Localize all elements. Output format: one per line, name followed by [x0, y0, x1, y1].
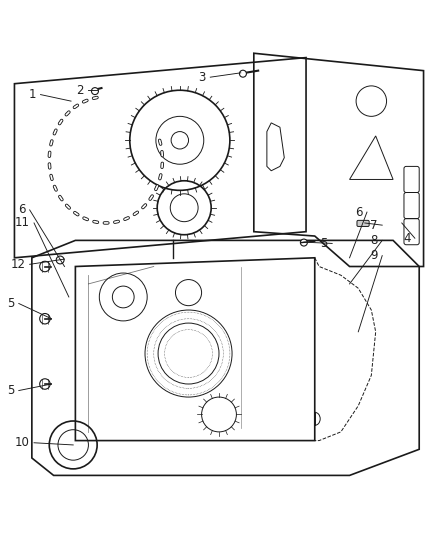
Circle shape: [92, 87, 99, 94]
FancyBboxPatch shape: [357, 220, 369, 227]
Text: 1: 1: [29, 88, 36, 101]
Text: 6: 6: [18, 204, 25, 216]
Text: 4: 4: [403, 232, 410, 245]
Circle shape: [40, 313, 50, 324]
Text: 12: 12: [11, 258, 25, 271]
Text: 5: 5: [7, 297, 14, 310]
Circle shape: [40, 261, 50, 272]
Circle shape: [300, 239, 307, 246]
Text: 6: 6: [355, 206, 363, 219]
Text: 2: 2: [77, 84, 84, 96]
Text: 10: 10: [15, 437, 30, 449]
Circle shape: [40, 379, 50, 389]
Text: 3: 3: [198, 71, 206, 84]
Text: 5: 5: [321, 237, 328, 250]
Circle shape: [240, 70, 247, 77]
Text: 8: 8: [371, 234, 378, 247]
Text: 11: 11: [15, 216, 30, 230]
Text: 7: 7: [371, 219, 378, 232]
Text: 5: 5: [7, 384, 14, 397]
Circle shape: [56, 256, 64, 264]
Text: 9: 9: [371, 249, 378, 262]
